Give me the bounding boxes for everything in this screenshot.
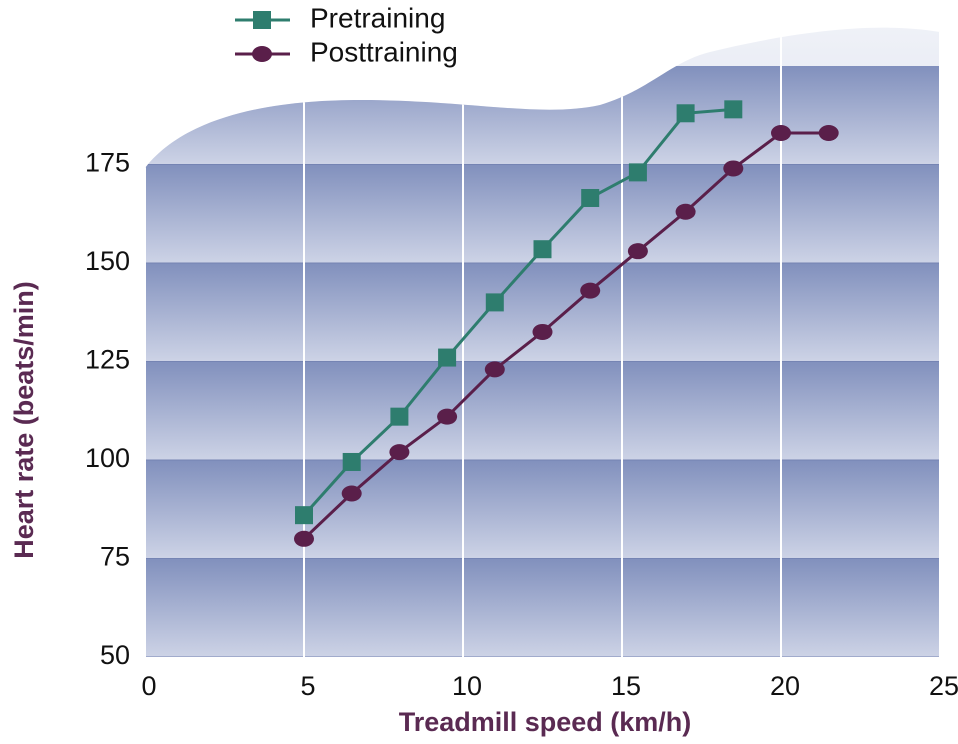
y-tick-label: 175 [85,148,130,178]
legend-label: Posttraining [310,36,458,67]
legend-marker [252,46,272,62]
x-tick-label: 5 [300,671,315,701]
marker [628,163,647,182]
band [145,558,940,657]
marker [581,188,600,207]
series-line [302,131,829,540]
marker [771,124,791,141]
x-tick-label: 10 [452,671,482,701]
band [145,460,940,559]
x-axis-label: Treadmill speed (km/h) [399,707,692,737]
x-tick-label: 15 [611,671,641,701]
y-tick-label: 50 [100,640,130,670]
x-tick-label: 20 [770,671,800,701]
marker [724,100,743,119]
marker [294,530,314,547]
marker [627,243,648,260]
y-tick-label: 100 [85,443,130,473]
marker [341,485,362,502]
marker [438,348,457,367]
marker [723,160,744,177]
marker [437,408,458,425]
marker [818,124,839,141]
y-tick-label: 125 [85,345,130,375]
marker [342,452,361,471]
band [145,263,940,362]
y-axis-label: Heart rate (beats/min) [9,281,39,559]
marker [390,407,409,426]
marker [676,104,695,123]
marker [485,293,504,312]
x-tick-label: 25 [929,671,958,701]
series-line [302,107,734,517]
legend-label: Pretraining [310,2,445,33]
x-tick-label: 0 [141,671,156,701]
marker [532,323,553,340]
marker [389,444,410,461]
marker [484,361,505,378]
band [145,361,940,460]
marker [580,282,601,299]
marker [533,240,552,259]
y-tick-label: 75 [100,542,130,572]
marker [295,506,313,525]
legend-marker [253,11,271,29]
marker [675,203,696,220]
y-tick-label: 150 [85,246,130,276]
band [145,66,940,165]
